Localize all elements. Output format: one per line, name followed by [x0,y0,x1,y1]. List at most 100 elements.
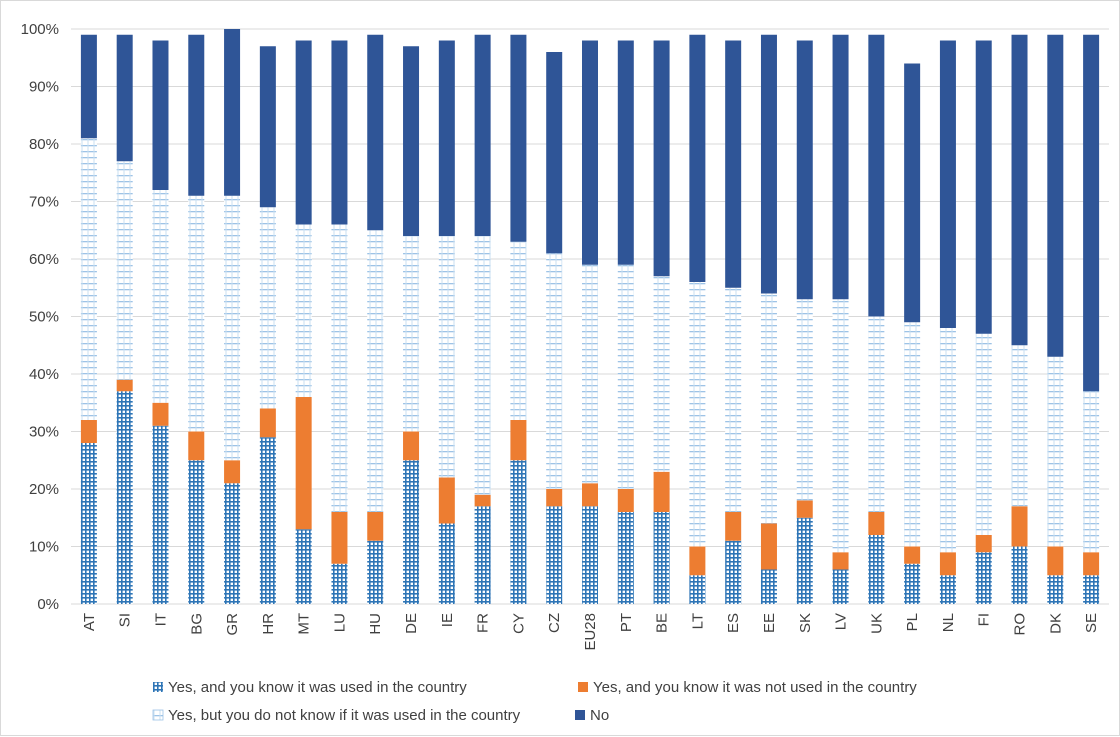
x-tick-label: AT [81,613,98,631]
y-tick-label: 0% [37,596,59,613]
legend-swatch [578,682,588,692]
bar-segment-mt-s1 [295,529,312,604]
bar-segment-pt-s4 [617,40,634,265]
bar-segment-lv-s2 [832,552,849,570]
bar-segment-fr-s4 [474,34,491,236]
bar-segment-fr-s3 [474,236,491,495]
bar-segment-pl-s4 [904,63,921,323]
bar-segment-cz-s1 [546,506,563,604]
bar-segment-be-s1 [653,512,670,604]
bar-segment-lt-s1 [689,575,706,604]
x-tick-label: EU28 [582,613,599,651]
x-tick-label: MT [296,613,313,635]
bar-segment-pt-s3 [617,264,634,489]
bar-segment-uk-s3 [868,316,885,512]
x-tick-label: HU [367,613,384,635]
bar-segment-de-s2 [403,431,420,461]
bar-segment-si-s4 [116,34,133,162]
bar-segment-bg-s2 [188,431,205,461]
x-tick-label: DK [1047,613,1064,634]
bar-segment-pl-s2 [904,546,921,564]
bar-segment-dk-s1 [1047,575,1064,604]
bar-segment-lu-s1 [331,563,348,604]
bar-segment-it-s3 [152,190,169,403]
bar-segment-ee-s1 [760,569,777,604]
bar-segment-pt-s2 [617,489,634,512]
bar-segment-ro-s2 [1011,506,1028,547]
bar-segment-hu-s3 [367,230,384,512]
bar-segment-be-s4 [653,40,670,277]
bar-segment-uk-s1 [868,535,885,604]
bar-segment-es-s4 [725,40,742,288]
bar-segment-eu28-s3 [582,264,598,484]
bar-segment-lv-s1 [832,569,849,604]
x-tick-label: SI [117,613,134,627]
bar-segment-fi-s3 [975,333,992,535]
x-tick-label: CY [510,613,527,634]
bar-segment-at-s2 [80,420,97,443]
bar-segment-ro-s1 [1011,546,1028,604]
bar-segment-gr-s4 [224,29,241,196]
bar-segment-ie-s2 [438,477,455,524]
legend-swatch [152,709,164,721]
bar-segment-at-s3 [80,138,97,420]
bar-segment-fi-s4 [975,40,992,334]
x-tick-label: DE [403,613,420,634]
bar-segment-bg-s4 [188,34,205,196]
x-tick-label: FI [976,613,993,626]
bar-segment-pl-s1 [904,563,921,604]
x-tick-label: BG [188,613,205,635]
bar-segment-hu-s2 [367,512,384,541]
bar-segment-cz-s2 [546,489,563,507]
bar-segment-cz-s4 [546,52,563,254]
x-tick-label: NL [940,613,957,632]
x-axis-ticks: AT SI IT BG GR HR MT LU HU DE IE FR CY CZ EU28 PT BE LT ES… [81,613,1100,651]
y-tick-label: 60% [29,251,59,268]
x-tick-label: LU [331,613,348,632]
bar-segment-fr-s2 [474,494,491,507]
x-tick-label: RO [1012,613,1029,636]
bar-segment-nl-s2 [939,552,956,576]
bar-segment-fr-s1 [474,506,491,604]
bar-segment-se-s4 [1083,34,1100,392]
bar-segment-si-s1 [116,391,133,604]
bar-segment-at-s4 [80,34,97,139]
bar-segment-at-s1 [80,443,97,604]
bar-segment-be-s2 [653,471,670,512]
bar-segment-bg-s1 [188,460,205,604]
x-tick-label: EE [761,613,778,633]
bar-segment-mt-s4 [295,40,312,225]
bar-segment-lu-s2 [331,512,348,564]
y-tick-label: 20% [29,481,59,498]
bar-segment-it-s2 [152,402,169,426]
y-tick-label: 80% [29,136,59,153]
bar-segment-si-s3 [116,161,133,380]
y-tick-label: 40% [29,366,59,383]
y-tick-label: 50% [29,309,59,326]
bar-segment-ee-s4 [760,34,777,294]
bar-segment-sk-s4 [796,40,813,300]
bar-segment-lt-s4 [689,34,706,282]
bar-segment-cy-s2 [510,420,527,461]
x-tick-label: SE [1083,613,1100,633]
x-tick-label: LV [833,613,850,630]
bar-segment-ie-s1 [438,523,455,604]
bar-segment-hr-s4 [259,46,276,208]
bar-segment-se-s1 [1083,575,1100,604]
bar-segment-hr-s3 [259,207,276,409]
bar-segment-hu-s1 [367,540,384,604]
bar-segment-hr-s1 [259,437,276,604]
bar-segment-cy-s1 [510,460,527,604]
bar-segment-gr-s3 [224,195,241,461]
bar-segment-cy-s4 [510,34,527,242]
bar-segment-uk-s2 [868,512,885,535]
y-tick-label: 30% [29,424,59,441]
x-tick-label: SK [797,613,814,633]
bar-segment-dk-s4 [1047,34,1064,357]
bar-segment-sk-s1 [796,517,813,604]
legend-label: No [590,707,609,724]
bar-segment-it-s1 [152,425,169,604]
bar-segment-si-s2 [116,379,133,392]
